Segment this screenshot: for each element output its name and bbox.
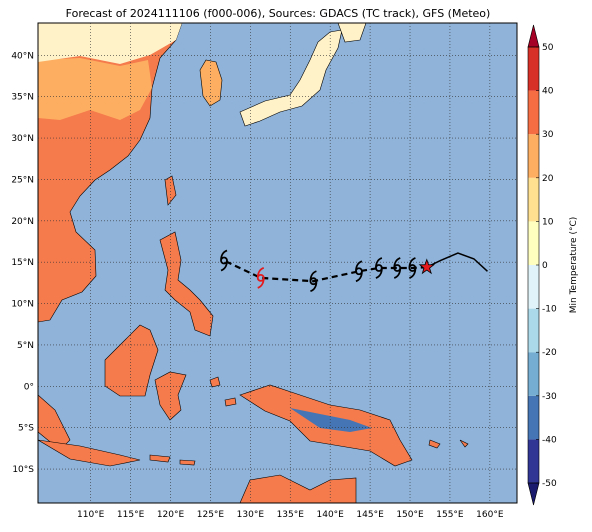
- colorbar-bin: [528, 177, 539, 222]
- land-asia-north: [38, 23, 182, 64]
- lon-tick-label: 160°E: [476, 510, 504, 520]
- cyclone-symbol: [408, 257, 417, 279]
- land-taiwan: [164, 175, 177, 206]
- lat-tick-label: 35°N: [11, 93, 34, 103]
- colorbar-tick-label: 10: [542, 217, 554, 227]
- land-philippines: [159, 231, 214, 337]
- colorbar-bin: [528, 47, 539, 91]
- cyclone-symbol: [393, 257, 402, 279]
- lon-tick-label: 140°E: [317, 510, 345, 520]
- colorbar-under: [527, 482, 540, 506]
- colorbar-bin: [528, 439, 539, 483]
- lat-tick-label: 40°N: [11, 51, 34, 61]
- lon-tick-label: 145°E: [356, 510, 384, 520]
- colorbar-over: [527, 24, 540, 48]
- map-frame: [37, 22, 518, 504]
- lat-tick-label: 0°: [24, 382, 34, 392]
- lon-tick-label: 130°E: [237, 510, 265, 520]
- observed-track: [426, 252, 488, 272]
- colorbar-bin: [528, 134, 539, 178]
- colorbar-bin: [528, 265, 539, 309]
- colorbar-tick-label: -40: [542, 435, 557, 445]
- map: [37, 22, 518, 504]
- lon-tick-label: 135°E: [277, 510, 305, 520]
- colorbar-bin: [528, 221, 539, 265]
- lat-tick-label: 5°S: [18, 424, 34, 434]
- lon-tick-label: 110°E: [77, 510, 105, 520]
- lon-tick-label: 115°E: [117, 510, 145, 520]
- cyclone-symbol: [220, 249, 228, 272]
- lat-tick-label: 10°N: [11, 300, 34, 310]
- colorbar-tick-label: 40: [542, 87, 554, 97]
- land-japan: [239, 29, 343, 127]
- lat-tick-label: 25°N: [11, 175, 34, 185]
- land-java: [38, 439, 141, 467]
- lat-tick-label: 20°N: [11, 217, 34, 227]
- colorbar-tick-label: 0: [542, 261, 548, 271]
- colorbar-bin: [528, 352, 539, 396]
- land-layer: [38, 23, 469, 503]
- land-new-guinea-highland: [290, 408, 372, 432]
- land-korea: [199, 59, 223, 107]
- land-borneo: [104, 324, 159, 397]
- lon-tick-label: 155°E: [436, 510, 464, 520]
- land-asia-mid: [38, 58, 152, 120]
- colorbar-bin: [528, 308, 539, 353]
- colorbar-bin: [528, 90, 539, 135]
- lat-tick-label: 30°N: [11, 134, 34, 144]
- cyclone-symbol: [256, 267, 265, 289]
- colorbar-tick-label: -50: [542, 479, 557, 489]
- map-title: Forecast of 2024111106 (f000-006), Sourc…: [66, 7, 491, 20]
- lon-tick-label: 120°E: [157, 510, 185, 520]
- land-hokkaido: [337, 23, 367, 43]
- cyclone-symbol: [355, 260, 363, 283]
- land-australia: [239, 474, 357, 503]
- lat-tick-label: 15°N: [11, 258, 34, 268]
- colorbar-tick-label: 20: [542, 174, 554, 184]
- colorbar-bin: [528, 395, 539, 440]
- lon-tick-label: 150°E: [396, 510, 424, 520]
- land-islands: [149, 376, 469, 466]
- cyclone-symbol: [374, 257, 383, 279]
- colorbar-label: Min Temperature (°C): [569, 217, 579, 314]
- colorbar-tick-label: -10: [542, 305, 557, 315]
- colorbar-tick-label: 30: [542, 130, 554, 140]
- current-position: [418, 258, 436, 275]
- colorbar-tick-label: -20: [542, 348, 557, 358]
- cyclone-symbol: [309, 270, 318, 293]
- lon-tick-label: 125°E: [197, 510, 225, 520]
- lat-tick-label: 5°N: [17, 341, 34, 351]
- colorbar-tick-label: -30: [542, 392, 557, 402]
- colorbar-tick-label: 50: [542, 43, 554, 53]
- lat-tick-label: 10°S: [12, 465, 34, 475]
